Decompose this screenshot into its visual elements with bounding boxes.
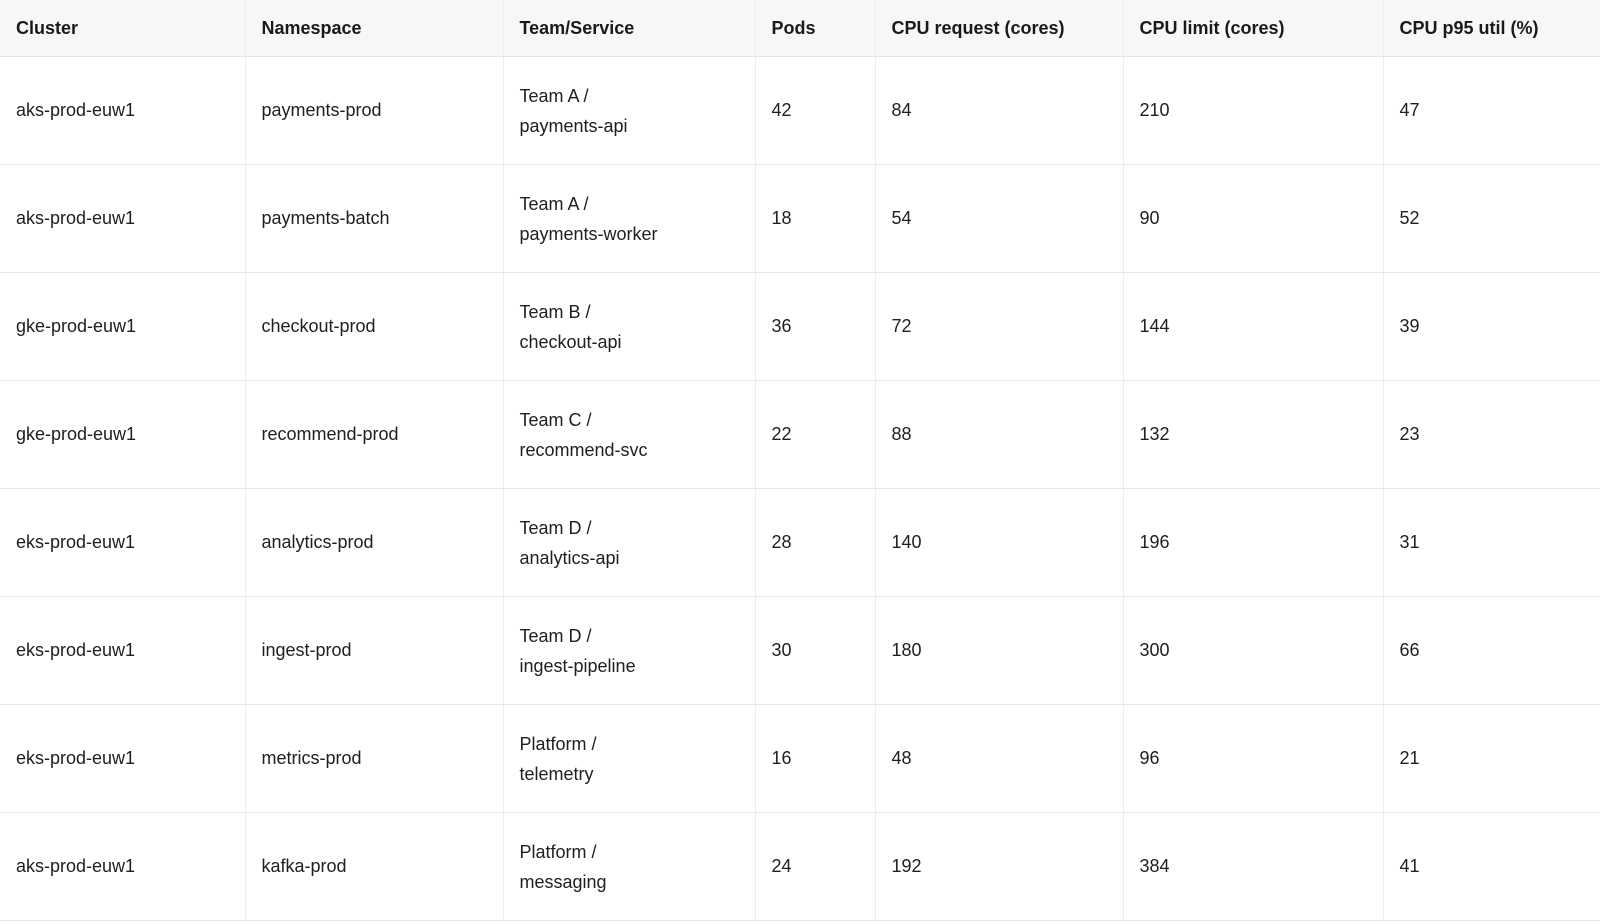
table-cell-team_service: Platform / telemetry <box>503 704 756 813</box>
table-cell-team_service: Team A / payments-worker <box>503 164 756 273</box>
table-cell-cpu_limit: 196 <box>1123 488 1384 597</box>
table-row: gke-prod-euw1 recommend-prod Team C / reco… <box>0 380 1600 489</box>
table-cell-cpu_limit: 96 <box>1123 704 1384 813</box>
table-cell-cpu_request: 192 <box>875 812 1124 921</box>
table-header: Cluster Namespace Team/Service Pods CPU requ… <box>0 0 1600 57</box>
table-row: aks-prod-euw1 kafka-prod Platform / messag… <box>0 812 1600 921</box>
table-cell-cpu_p95: 66 <box>1383 596 1600 705</box>
table-cell-cpu_p95: 52 <box>1383 164 1600 273</box>
table-cell-pods: 36 <box>755 272 876 381</box>
table-cell-cpu_limit: 132 <box>1123 380 1384 489</box>
table-cell-pods: 28 <box>755 488 876 597</box>
table-cell-pods: 42 <box>755 56 876 165</box>
table-cell-cpu_p95: 31 <box>1383 488 1600 597</box>
table-cell-cluster: eks-prod-euw1 <box>0 596 246 705</box>
table-cell-cpu_p95: 21 <box>1383 704 1600 813</box>
table-cell-cluster: eks-prod-euw1 <box>0 704 246 813</box>
column-header-namespace: Namespace <box>245 0 504 57</box>
column-header-cpu_limit: CPU limit (cores) <box>1123 0 1384 57</box>
column-header-pods: Pods <box>755 0 876 57</box>
table-row: eks-prod-euw1 analytics-prod Team D / anal… <box>0 488 1600 597</box>
table-cell-namespace: payments-prod <box>245 56 504 165</box>
table-cell-cpu_limit: 144 <box>1123 272 1384 381</box>
table-cell-pods: 30 <box>755 596 876 705</box>
table-cell-team_service: Team D / ingest-pipeline <box>503 596 756 705</box>
table-cell-cpu_request: 88 <box>875 380 1124 489</box>
table-body: aks-prod-euw1 payments-prod Team A / payme… <box>0 56 1600 921</box>
table-cell-cpu_p95: 23 <box>1383 380 1600 489</box>
table-cell-pods: 22 <box>755 380 876 489</box>
table-cell-namespace: metrics-prod <box>245 704 504 813</box>
table-row: eks-prod-euw1 ingest-prod Team D / ingest-… <box>0 596 1600 705</box>
table-cell-cluster: aks-prod-euw1 <box>0 812 246 921</box>
table-cell-namespace: analytics-prod <box>245 488 504 597</box>
table-cell-cpu_request: 180 <box>875 596 1124 705</box>
table-cell-cluster: gke-prod-euw1 <box>0 272 246 381</box>
table-row: gke-prod-euw1 checkout-prod Team B / check… <box>0 272 1600 381</box>
table-cell-cpu_limit: 300 <box>1123 596 1384 705</box>
table-cell-cpu_p95: 39 <box>1383 272 1600 381</box>
table-cell-cpu_limit: 384 <box>1123 812 1384 921</box>
column-header-cpu_p95: CPU p95 util (%) <box>1383 0 1600 57</box>
table-cell-cpu_p95: 41 <box>1383 812 1600 921</box>
table-cell-cpu_p95: 47 <box>1383 56 1600 165</box>
table-cell-team_service: Team D / analytics-api <box>503 488 756 597</box>
table-cell-team_service: Team B / checkout-api <box>503 272 756 381</box>
table-cell-cpu_request: 72 <box>875 272 1124 381</box>
table-cell-cluster: eks-prod-euw1 <box>0 488 246 597</box>
table-cell-namespace: recommend-prod <box>245 380 504 489</box>
table-cell-team_service: Platform / messaging <box>503 812 756 921</box>
table-cell-cpu_request: 54 <box>875 164 1124 273</box>
table-cell-cpu_limit: 210 <box>1123 56 1384 165</box>
table-cell-pods: 16 <box>755 704 876 813</box>
table-cell-namespace: kafka-prod <box>245 812 504 921</box>
column-header-cpu_request: CPU request (cores) <box>875 0 1124 57</box>
table-header-row: Cluster Namespace Team/Service Pods CPU requ… <box>0 0 1600 57</box>
table-cell-cpu_request: 140 <box>875 488 1124 597</box>
table-cell-cpu_request: 84 <box>875 56 1124 165</box>
table-cell-team_service: Team A / payments-api <box>503 56 756 165</box>
table-cell-cluster: gke-prod-euw1 <box>0 380 246 489</box>
table-cell-cluster: aks-prod-euw1 <box>0 164 246 273</box>
table-row: eks-prod-euw1 metrics-prod Platform / tele… <box>0 704 1600 813</box>
table-cell-pods: 24 <box>755 812 876 921</box>
column-header-team_service: Team/Service <box>503 0 756 57</box>
table-cell-namespace: checkout-prod <box>245 272 504 381</box>
table-row: aks-prod-euw1 payments-prod Team A / payme… <box>0 56 1600 165</box>
table-cell-namespace: ingest-prod <box>245 596 504 705</box>
table-row: aks-prod-euw1 payments-batch Team A / paym… <box>0 164 1600 273</box>
table-cell-namespace: payments-batch <box>245 164 504 273</box>
table-cell-cpu_limit: 90 <box>1123 164 1384 273</box>
table-cell-cpu_request: 48 <box>875 704 1124 813</box>
column-header-cluster: Cluster <box>0 0 246 57</box>
table-cell-cluster: aks-prod-euw1 <box>0 56 246 165</box>
table-cell-pods: 18 <box>755 164 876 273</box>
table-cell-team_service: Team C / recommend-svc <box>503 380 756 489</box>
